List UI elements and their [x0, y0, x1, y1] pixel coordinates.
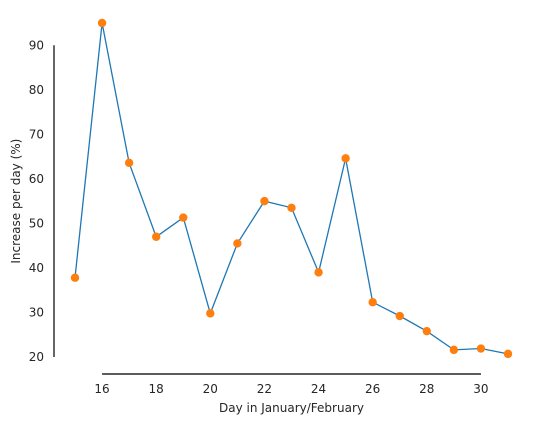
x-tick-labels: 16 18 20 22 24 26 28 30	[94, 382, 488, 396]
data-point	[287, 203, 296, 213]
data-point	[97, 18, 107, 28]
data-point	[314, 268, 323, 277]
x-tick-label: 20	[203, 382, 218, 396]
x-tick-label: 26	[365, 382, 380, 396]
y-tick-labels: 20 30 40 50 60 70 80 90	[29, 38, 44, 364]
x-axis: 16 18 20 22 24 26 28 30	[94, 373, 489, 396]
series	[70, 18, 513, 359]
data-point	[476, 344, 486, 353]
x-axis-label: Day in January/February	[219, 401, 364, 415]
x-tick-label: 30	[473, 382, 488, 396]
data-point	[503, 349, 513, 359]
y-tick-label: 70	[29, 127, 44, 141]
y-tick-label: 40	[29, 261, 44, 275]
y-tick-label: 60	[29, 172, 44, 186]
data-point	[233, 239, 242, 248]
x-tick-label: 28	[419, 382, 434, 396]
data-point	[124, 158, 134, 168]
y-axis: 20 30 40 50 60 70 80 90	[29, 38, 55, 364]
y-tick-label: 20	[29, 350, 44, 364]
y-tick-label: 50	[29, 216, 44, 230]
x-tick-label: 24	[311, 382, 326, 396]
y-tick-label: 90	[29, 38, 44, 52]
data-point	[422, 326, 432, 336]
data-point	[151, 232, 161, 241]
y-tick-label: 30	[29, 305, 44, 319]
series-line	[74, 22, 509, 355]
x-tick-label: 18	[149, 382, 164, 396]
data-point	[341, 154, 350, 163]
data-point	[395, 311, 404, 321]
y-tick-label: 80	[29, 83, 44, 97]
x-tick-label: 16	[94, 382, 109, 396]
x-tick-label: 22	[257, 382, 272, 396]
y-axis-label: Increase per day (%)	[9, 139, 23, 264]
data-point	[179, 213, 188, 222]
data-point	[449, 345, 459, 355]
data-point	[368, 298, 377, 307]
data-point	[206, 309, 215, 318]
data-point	[260, 196, 269, 206]
data-point	[70, 273, 80, 282]
